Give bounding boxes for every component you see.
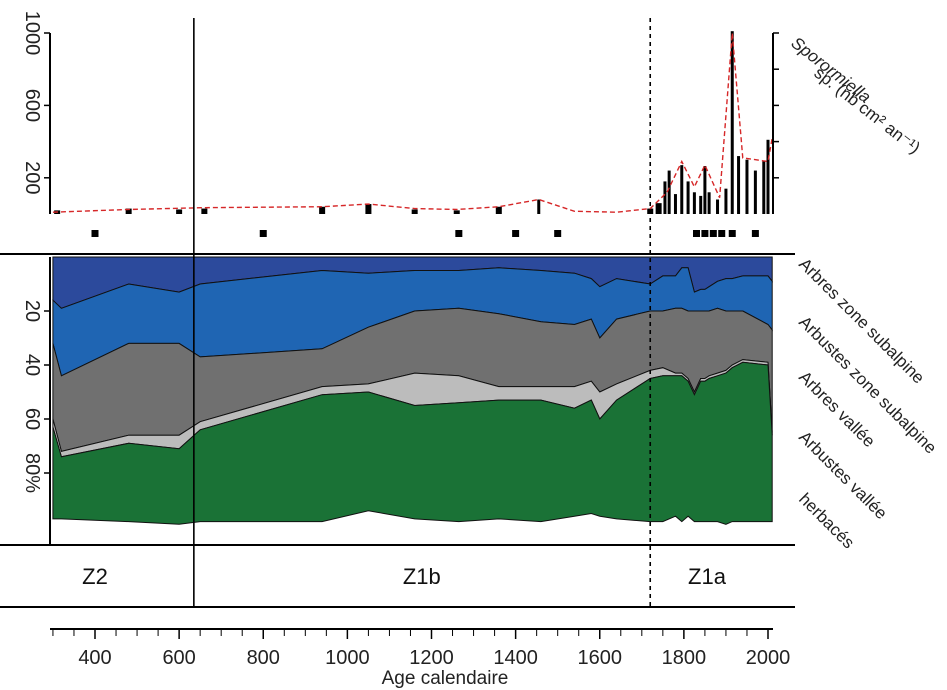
zone-label-z2: Z2 bbox=[82, 564, 108, 589]
stacked-area-layer bbox=[52, 256, 773, 525]
date-marker bbox=[751, 230, 759, 237]
area-y-tick-label: 40 bbox=[21, 354, 43, 376]
sporormiella-bars-layer bbox=[54, 31, 770, 214]
sporormiella-bar bbox=[737, 156, 741, 214]
top-y-tick-label: 1000 bbox=[21, 11, 43, 56]
area-y-tick-label: 80% bbox=[21, 453, 43, 493]
top-y-tick-label: 200 bbox=[21, 161, 43, 194]
date-marker bbox=[718, 230, 726, 237]
sporormiella-trend-layer bbox=[52, 32, 773, 213]
sporormiella-bar bbox=[707, 192, 711, 214]
sporormiella-bar bbox=[753, 170, 757, 214]
sporormiella-bar bbox=[673, 194, 677, 214]
date-marker bbox=[455, 230, 463, 237]
zone-label-z1a: Z1a bbox=[688, 564, 727, 589]
date-markers-layer bbox=[91, 230, 759, 237]
date-marker bbox=[701, 230, 709, 237]
top-y-tick-label: 600 bbox=[21, 89, 43, 122]
x-tick-label: 2000 bbox=[746, 647, 791, 669]
date-marker bbox=[259, 230, 267, 237]
sporormiella-bar bbox=[766, 139, 770, 214]
sporormiella-bar bbox=[667, 170, 671, 214]
sporormiella-trend-line bbox=[52, 32, 773, 213]
sporormiella-bar bbox=[703, 166, 707, 214]
top-y-ticks: 200 600 1000 bbox=[21, 11, 779, 194]
sporormiella-bar bbox=[495, 206, 502, 214]
x-tick-label: 1400 bbox=[493, 647, 538, 669]
x-axis-title: Age calendaire bbox=[382, 668, 509, 689]
x-tick-label: 400 bbox=[78, 647, 111, 669]
sporormiella-bar bbox=[319, 206, 326, 214]
sporormiella-bar bbox=[125, 208, 132, 214]
x-tick-label: 1200 bbox=[409, 647, 454, 669]
sporormiella-bar bbox=[724, 188, 728, 214]
sporormiella-bar bbox=[692, 192, 696, 214]
date-marker bbox=[512, 230, 520, 237]
x-tick-label: 600 bbox=[162, 647, 195, 669]
area-herbaces bbox=[52, 361, 773, 525]
date-marker bbox=[692, 230, 700, 237]
sporormiella-bar bbox=[762, 161, 766, 214]
sporormiella-bar bbox=[730, 31, 734, 214]
sporormiella-bar bbox=[716, 199, 720, 214]
area-y-tick-label: 60 bbox=[21, 408, 43, 430]
x-tick-label: 1800 bbox=[662, 647, 707, 669]
x-tick-label: 1000 bbox=[325, 647, 370, 669]
sporormiella-bar bbox=[411, 209, 418, 214]
sporormiella-bar bbox=[365, 204, 372, 214]
date-marker bbox=[91, 230, 99, 237]
sporormiella-bar bbox=[663, 181, 667, 214]
x-axis-ticks: 400 600 800 1000 1200 1400 1600 1800 2000 bbox=[52, 629, 791, 669]
sporormiella-bar bbox=[453, 210, 460, 214]
sporormiella-bar bbox=[699, 195, 703, 214]
sporormiella-label-line2: sp. (nb cm² an⁻¹) bbox=[811, 63, 924, 157]
x-tick-label: 800 bbox=[247, 647, 280, 669]
x-tick-label: 1600 bbox=[578, 647, 623, 669]
sporormiella-bar bbox=[176, 209, 183, 214]
sporormiella-bar bbox=[686, 181, 690, 214]
sporormiella-bar bbox=[201, 208, 208, 214]
date-marker bbox=[554, 230, 562, 237]
sporormiella-bar bbox=[745, 159, 749, 214]
sporormiella-bar bbox=[680, 165, 684, 214]
area-y-tick-label: 20 bbox=[21, 300, 43, 322]
area-y-ticks: 20 40 60 80% bbox=[21, 300, 50, 493]
sporormiella-bar bbox=[655, 203, 662, 214]
date-marker bbox=[709, 230, 717, 237]
sporormiella-bar bbox=[537, 199, 541, 214]
date-marker bbox=[728, 230, 736, 237]
zone-label-z1b: Z1b bbox=[403, 564, 441, 589]
legend-herbaces: herbacés bbox=[795, 489, 858, 552]
